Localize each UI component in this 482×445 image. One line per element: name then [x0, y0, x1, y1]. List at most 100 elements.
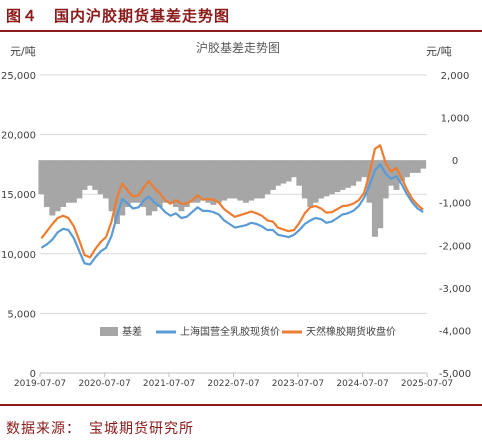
basis-bar — [210, 160, 217, 205]
left-tick-label: 15,000 — [1, 190, 36, 201]
x-tick-label: 2020-07-07 — [78, 379, 130, 389]
basis-bar — [76, 160, 83, 199]
right-tick-label: -2,000 — [439, 241, 471, 252]
right-tick-label: -3,000 — [439, 284, 471, 295]
basis-bar — [215, 160, 222, 203]
basis-bar — [205, 160, 212, 203]
legend: 基差 上海国营全乳胶现货价 天然橡胶期货收盘价 — [100, 325, 396, 338]
basis-bar — [403, 160, 410, 178]
right-axis-ticks: -5,000 -4,000 -3,000 -2,000 -1,000 0 1,000 2,00… — [439, 71, 471, 380]
basis-bar — [318, 160, 325, 199]
basis-bar — [92, 160, 99, 190]
basis-bar — [237, 160, 244, 201]
legend-label-futures: 天然橡胶期货收盘价 — [306, 325, 396, 338]
legend-label-spot: 上海国营全乳胶现货价 — [180, 325, 280, 338]
left-tick-label: 25,000 — [1, 71, 36, 82]
basis-bar — [65, 160, 72, 203]
basis-bar — [226, 160, 233, 199]
basis-bar — [231, 160, 238, 199]
basis-bar — [124, 160, 131, 207]
basis-bar — [253, 160, 260, 199]
basis-bar — [113, 160, 120, 224]
basis-bar — [307, 160, 314, 207]
basis-bar — [274, 160, 281, 186]
basis-bar — [199, 160, 206, 201]
source-note: 数据来源： 宝城期货研究所 — [6, 421, 194, 437]
basis-bar — [350, 160, 357, 186]
basis-bar — [388, 160, 394, 186]
basis-bar — [285, 160, 292, 182]
left-tick-label: 5,000 — [7, 309, 36, 320]
x-tick-label: 2023-07-07 — [272, 379, 324, 389]
x-tick-label: 2025-07-07 — [401, 379, 453, 389]
basis-bar — [360, 160, 367, 178]
basis-bar — [291, 160, 298, 178]
basis-bar — [414, 160, 421, 173]
basis-bar — [328, 160, 335, 195]
basis-bar — [189, 160, 196, 203]
basis-bar — [86, 160, 93, 186]
figure-header: 图４ 国内沪胶期货基差走势图 — [0, 0, 482, 32]
basis-bar — [242, 160, 249, 203]
basis-bar — [130, 160, 137, 203]
basis-bar — [377, 160, 384, 229]
basis-bar — [103, 160, 110, 199]
basis-bar — [344, 160, 351, 188]
right-tick-label: -4,000 — [439, 326, 471, 337]
basis-bar — [162, 160, 169, 203]
spot-price-line — [40, 163, 424, 266]
basis-bar — [135, 160, 142, 203]
right-tick-label: 1,000 — [441, 114, 470, 125]
left-tick-label: 20,000 — [1, 131, 36, 142]
legend-label-basis: 基差 — [122, 325, 142, 338]
basis-bar — [339, 160, 346, 190]
basis-bar — [141, 160, 147, 207]
right-tick-label: -1,000 — [439, 199, 471, 210]
chart-title: 沪胶基差走势图 — [196, 40, 280, 55]
basis-bar — [371, 160, 378, 237]
basis-bar — [409, 160, 416, 173]
basis-bar — [301, 160, 308, 199]
basis-bar — [145, 160, 152, 216]
right-axis-unit: 元/吨 — [426, 45, 452, 58]
right-tick-label: -5,000 — [439, 369, 471, 380]
x-tick-label: 2024-07-07 — [336, 379, 388, 389]
basis-bar — [156, 160, 163, 207]
basis-bar — [258, 160, 265, 199]
basis-area-series — [38, 160, 427, 237]
basis-bar — [323, 160, 330, 197]
basis-bar — [382, 160, 389, 199]
basis-bar — [43, 160, 50, 207]
right-tick-label: 0 — [452, 156, 458, 167]
basis-bar — [151, 160, 158, 212]
basis-bar — [393, 160, 400, 190]
figure-title: 图４ 国内沪胶期货基差走势图 — [6, 7, 231, 25]
legend-swatch-basis — [100, 327, 118, 336]
x-tick-label: 2022-07-07 — [207, 379, 259, 389]
basis-bar — [296, 160, 303, 186]
basis-bar — [49, 160, 56, 216]
basis-bar — [60, 160, 67, 207]
basis-bar — [420, 160, 427, 169]
right-tick-label: 2,000 — [441, 71, 470, 82]
basis-bar — [172, 160, 179, 207]
footer-rule — [0, 404, 482, 406]
basis-bar — [119, 160, 126, 216]
left-tick-label: 10,000 — [1, 250, 36, 261]
basis-bar — [38, 160, 45, 195]
basis-bar — [312, 160, 319, 203]
basis-chart: 沪胶基差走势图 元/吨 元/吨 0 5,000 10,000 15,000 20,000… — [1, 40, 471, 389]
x-tick-label: 2019-07-07 — [14, 379, 66, 389]
basis-bar — [178, 160, 185, 212]
basis-bar — [167, 160, 174, 203]
basis-bar — [221, 160, 228, 201]
basis-bar — [398, 160, 405, 182]
x-axis-ticks: 2019-07-07 2020-07-07 2021-07-07 2022-07-07… — [14, 372, 453, 389]
x-tick-label: 2021-07-07 — [143, 379, 195, 389]
basis-bar — [97, 160, 104, 195]
basis-bar — [108, 160, 115, 212]
basis-bar — [248, 160, 255, 201]
price-lines — [40, 144, 424, 266]
basis-bar — [269, 160, 276, 190]
basis-bar — [334, 160, 341, 193]
